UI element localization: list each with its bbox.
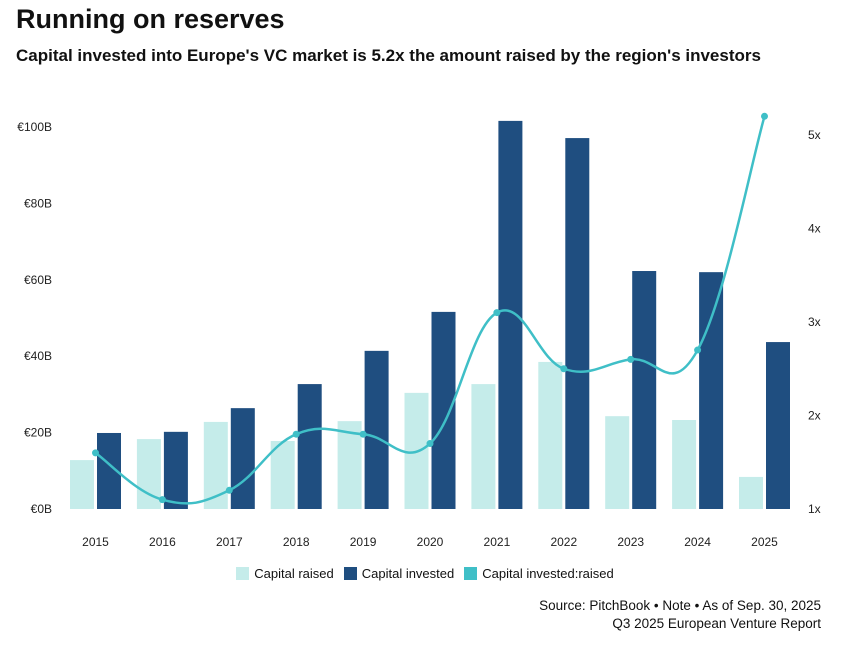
bar-capital-raised: [70, 460, 94, 509]
legend-item-ratio: Capital invested:raised: [464, 566, 614, 581]
bar-capital-invested: [364, 350, 389, 509]
legend-swatch-ratio: [464, 567, 478, 580]
left-axis-tick-label: €100B: [17, 120, 52, 134]
legend-item-invested: Capital invested: [343, 566, 455, 581]
left-axis-tick-label: €40B: [24, 349, 52, 363]
bar-capital-invested: [431, 311, 456, 509]
ratio-point: [761, 112, 768, 120]
bar-capital-raised: [672, 419, 697, 509]
bar-capital-invested: [498, 120, 523, 509]
ratio-point: [560, 365, 568, 373]
legend-label: Capital invested:raised: [482, 566, 614, 581]
ratio-point: [627, 355, 635, 363]
ratio-point: [493, 309, 501, 317]
x-axis-tick-label: 2019: [350, 535, 377, 549]
chart-title: Running on reserves: [16, 4, 285, 34]
x-axis-tick-label: 2020: [417, 535, 444, 549]
left-axis-tick-label: €80B: [24, 196, 52, 210]
legend: Capital raised Capital invested Capital …: [0, 566, 850, 581]
right-axis-tick-label: 1x: [808, 502, 821, 516]
bar-capital-raised: [471, 384, 496, 509]
bar-capital-raised: [270, 441, 295, 509]
x-axis-tick-label: 2015: [82, 535, 109, 549]
x-axis-tick-label: 2021: [484, 535, 511, 549]
report-name: Q3 2025 European Venture Report: [612, 616, 821, 631]
x-axis-tick-label: 2024: [684, 535, 711, 549]
right-axis-tick-label: 3x: [808, 315, 821, 329]
bar-capital-raised: [538, 361, 563, 509]
bar-capital-invested: [632, 271, 657, 509]
ratio-point: [92, 449, 99, 457]
bar-capital-invested: [163, 431, 188, 509]
ratio-point: [694, 346, 702, 354]
x-axis-tick-label: 2016: [149, 535, 176, 549]
bar-capital-raised: [605, 416, 630, 509]
x-axis-tick-label: 2022: [550, 535, 577, 549]
legend-swatch-invested: [343, 567, 357, 580]
ratio-point: [426, 440, 434, 448]
source-line: Source: PitchBook • Note • As of Sep. 30…: [539, 598, 821, 613]
legend-label: Capital raised: [254, 566, 334, 581]
ratio-point: [292, 430, 300, 438]
ratio-point: [225, 486, 233, 494]
bar-capital-raised: [337, 421, 362, 509]
right-axis-tick-label: 4x: [808, 222, 821, 236]
bar-capital-raised: [203, 421, 228, 509]
left-axis-tick-label: €60B: [24, 273, 52, 287]
x-axis-tick-label: 2023: [617, 535, 644, 549]
bar-capital-invested: [766, 342, 790, 509]
bar-capital-invested: [230, 408, 255, 509]
ratio-point: [158, 496, 166, 504]
bar-capital-invested: [565, 138, 590, 509]
chart-subtitle: Capital invested into Europe's VC market…: [16, 46, 761, 65]
right-axis-tick-label: 2x: [808, 409, 821, 423]
x-axis-tick-label: 2018: [283, 535, 310, 549]
bar-capital-raised: [739, 476, 763, 509]
legend-item-raised: Capital raised: [236, 566, 334, 581]
bar-capital-invested: [699, 272, 724, 509]
x-axis-tick-label: 2017: [216, 535, 243, 549]
right-axis-tick-label: 5x: [808, 128, 821, 142]
x-axis-tick-label: 2025: [751, 535, 778, 549]
bar-capital-invested: [297, 384, 322, 509]
source-note: Source: PitchBook • Note • As of Sep. 30…: [539, 597, 821, 633]
legend-swatch-raised: [236, 567, 250, 580]
left-axis-tick-label: €0B: [31, 502, 52, 516]
legend-label: Capital invested: [361, 566, 455, 581]
ratio-point: [359, 430, 367, 438]
left-axis-tick-label: €20B: [24, 426, 52, 440]
